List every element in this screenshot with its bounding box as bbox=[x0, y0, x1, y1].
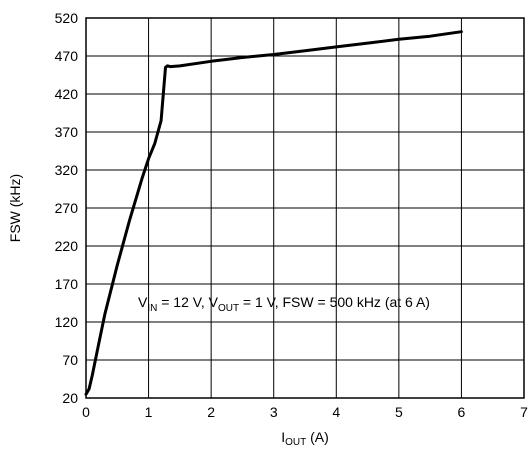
y-tick-label: 120 bbox=[55, 314, 79, 330]
annot-vin-sub: IN bbox=[147, 303, 157, 314]
x-axis-title: IOUT (A) bbox=[281, 429, 329, 448]
y-tick-label: 270 bbox=[55, 200, 79, 216]
x-tick-label: 6 bbox=[458, 404, 466, 420]
x-tick-label: 7 bbox=[520, 404, 528, 420]
x-tick-label: 0 bbox=[82, 404, 90, 420]
annot-text-1: = 12 V, V bbox=[157, 294, 218, 310]
x-tick-label: 3 bbox=[270, 404, 278, 420]
y-tick-label: 70 bbox=[62, 352, 78, 368]
series-line bbox=[84, 30, 463, 396]
x-axis-title-unit: (A) bbox=[306, 429, 329, 445]
annot-text-2: = 1 V, FSW = 500 kHz (at 6 A) bbox=[239, 294, 430, 310]
x-tick-label: 4 bbox=[332, 404, 340, 420]
y-tick-label: 170 bbox=[55, 276, 79, 292]
y-tick-label: 420 bbox=[55, 86, 79, 102]
y-axis-title: FSW (kHz) bbox=[7, 174, 23, 242]
annot-v1: V bbox=[138, 294, 148, 310]
plot-frame bbox=[85, 17, 525, 399]
annot-vout-sub: OUT bbox=[218, 303, 239, 314]
y-tick-labels: 20 70 120 170 220 270 320 370 420 470 520 bbox=[55, 10, 79, 406]
y-tick-label: 20 bbox=[62, 390, 78, 406]
y-tick-label: 320 bbox=[55, 162, 79, 178]
x-tick-labels: 0 1 2 3 4 5 6 7 bbox=[82, 404, 528, 420]
y-tick-label: 220 bbox=[55, 238, 79, 254]
x-tick-label: 1 bbox=[145, 404, 153, 420]
y-tick-label: 470 bbox=[55, 48, 79, 64]
x-tick-label: 5 bbox=[395, 404, 403, 420]
y-tick-label: 520 bbox=[55, 10, 79, 26]
x-axis-title-main: I bbox=[281, 429, 285, 445]
conditions-annotation: VIN = 12 V, VOUT = 1 V, FSW = 500 kHz (a… bbox=[138, 294, 430, 314]
y-tick-label: 370 bbox=[55, 124, 79, 140]
x-tick-label: 2 bbox=[207, 404, 215, 420]
x-axis-title-sub: OUT bbox=[285, 437, 306, 448]
grid-lines bbox=[86, 18, 524, 398]
